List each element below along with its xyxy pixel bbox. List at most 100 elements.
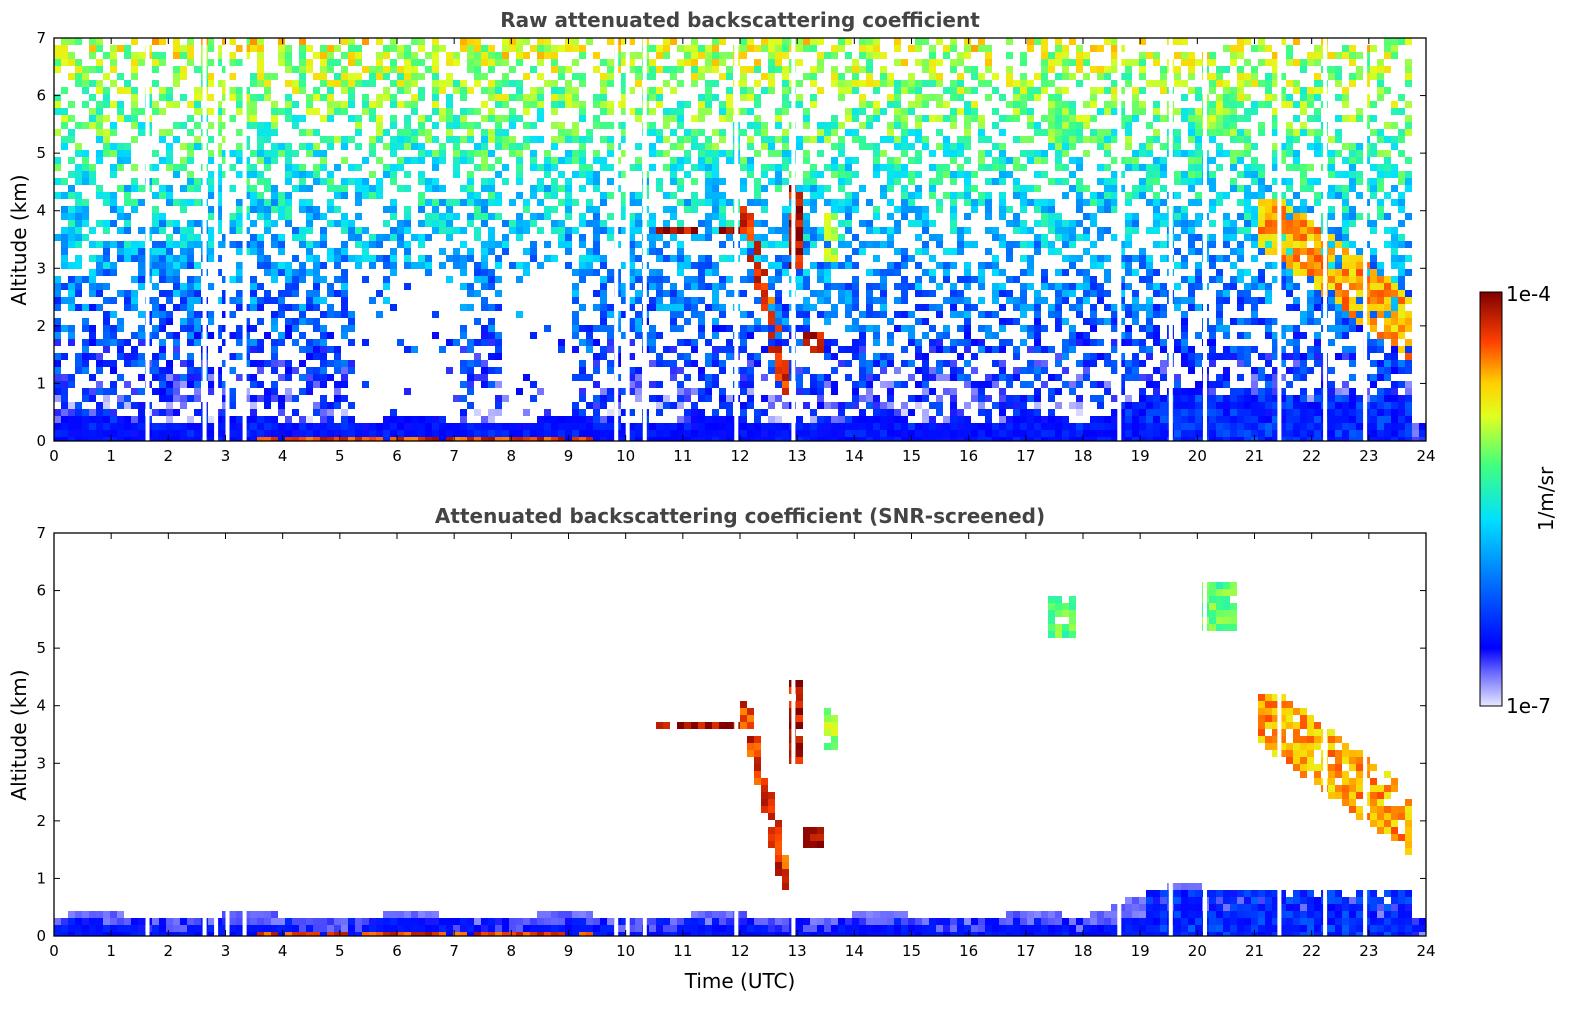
heat-cell	[131, 276, 138, 283]
heat-cell	[572, 101, 579, 108]
heat-cell	[1069, 129, 1076, 136]
heat-cell	[285, 388, 292, 395]
heat-cell	[264, 262, 271, 269]
heat-cell	[901, 213, 908, 220]
heat-cell	[782, 304, 789, 311]
heat-cell	[915, 129, 922, 136]
heat-cell	[810, 430, 817, 437]
heat-cell	[467, 388, 474, 395]
heat-cell	[488, 227, 495, 234]
heat-cell	[362, 66, 369, 73]
heat-cell	[831, 283, 838, 290]
heat-cell	[579, 234, 586, 241]
heat-cell	[194, 311, 201, 318]
heat-cell	[705, 304, 712, 311]
heat-cell	[306, 143, 313, 150]
heat-cell	[257, 80, 264, 87]
heat-cell	[824, 227, 831, 234]
heat-cell	[1090, 311, 1097, 318]
heat-cell	[936, 409, 943, 416]
heat-cell	[1139, 402, 1146, 409]
heat-cell	[831, 311, 838, 318]
heat-cell	[257, 423, 264, 430]
heat-cell	[68, 290, 75, 297]
heat-cell	[124, 381, 131, 388]
heat-cell	[236, 290, 243, 297]
heat-cell	[1055, 52, 1062, 59]
heat-cell	[719, 59, 726, 66]
heat-cell	[971, 241, 978, 248]
heat-cell	[866, 220, 873, 227]
heat-cell	[1083, 59, 1090, 66]
heat-cell	[551, 206, 558, 213]
heat-cell	[1125, 395, 1132, 402]
heat-cell	[768, 52, 775, 59]
heat-cell	[796, 374, 803, 381]
heat-cell	[838, 346, 845, 353]
heat-cell	[278, 395, 285, 402]
heat-cell	[439, 185, 446, 192]
heat-cell	[194, 276, 201, 283]
heat-cell	[257, 367, 264, 374]
heat-cell	[229, 367, 236, 374]
heat-cell	[663, 430, 670, 437]
heat-cell	[1055, 318, 1062, 325]
heat-cell	[348, 101, 355, 108]
heat-cell	[656, 45, 663, 52]
heat-cell	[915, 206, 922, 213]
heat-cell	[1034, 129, 1041, 136]
heat-cell	[873, 108, 880, 115]
heat-cell	[1034, 304, 1041, 311]
heat-cell	[551, 94, 558, 101]
heat-cell	[383, 52, 390, 59]
heat-cell	[1118, 290, 1125, 297]
heat-cell	[712, 283, 719, 290]
heat-cell	[670, 213, 677, 220]
heat-cell	[698, 388, 705, 395]
heat-cell	[1139, 276, 1146, 283]
heat-cell	[691, 402, 698, 409]
heat-cell	[1062, 192, 1069, 199]
heat-cell	[1104, 437, 1111, 441]
heat-cell	[579, 164, 586, 171]
heat-cell	[929, 437, 936, 441]
heat-cell	[320, 360, 327, 367]
heat-cell	[775, 276, 782, 283]
heat-cell	[299, 332, 306, 339]
heat-cell	[341, 185, 348, 192]
heat-cell	[173, 339, 180, 346]
heat-cell	[1153, 115, 1160, 122]
heat-cell	[726, 346, 733, 353]
heat-cell	[460, 416, 467, 423]
heat-cell	[817, 339, 824, 346]
heat-cell	[159, 185, 166, 192]
heat-cell	[208, 157, 215, 164]
heat-cell	[1111, 437, 1118, 441]
heat-cell	[579, 388, 586, 395]
heat-cell	[320, 437, 327, 441]
heat-cell	[1041, 150, 1048, 157]
heat-cell	[1132, 304, 1139, 311]
heat-cell	[159, 59, 166, 66]
heat-cell	[894, 437, 901, 441]
heat-cell	[901, 185, 908, 192]
heat-cell	[1132, 318, 1139, 325]
heat-cell	[873, 241, 880, 248]
title-raw: Raw attenuated backscattering coefficien…	[500, 8, 980, 32]
heat-cell	[677, 395, 684, 402]
heat-cell	[1083, 367, 1090, 374]
heat-cell	[775, 346, 782, 353]
heat-cell	[719, 178, 726, 185]
heat-cell	[838, 136, 845, 143]
heat-cell	[747, 360, 754, 367]
heat-cell	[418, 220, 425, 227]
heat-cell	[698, 437, 705, 441]
heat-cell	[376, 234, 383, 241]
heat-cell	[453, 255, 460, 262]
heat-cell	[712, 416, 719, 423]
heat-cell	[1118, 339, 1125, 346]
heat-cell	[1132, 409, 1139, 416]
heat-cell	[824, 248, 831, 255]
heat-cell	[159, 213, 166, 220]
heat-cell	[1153, 171, 1160, 178]
